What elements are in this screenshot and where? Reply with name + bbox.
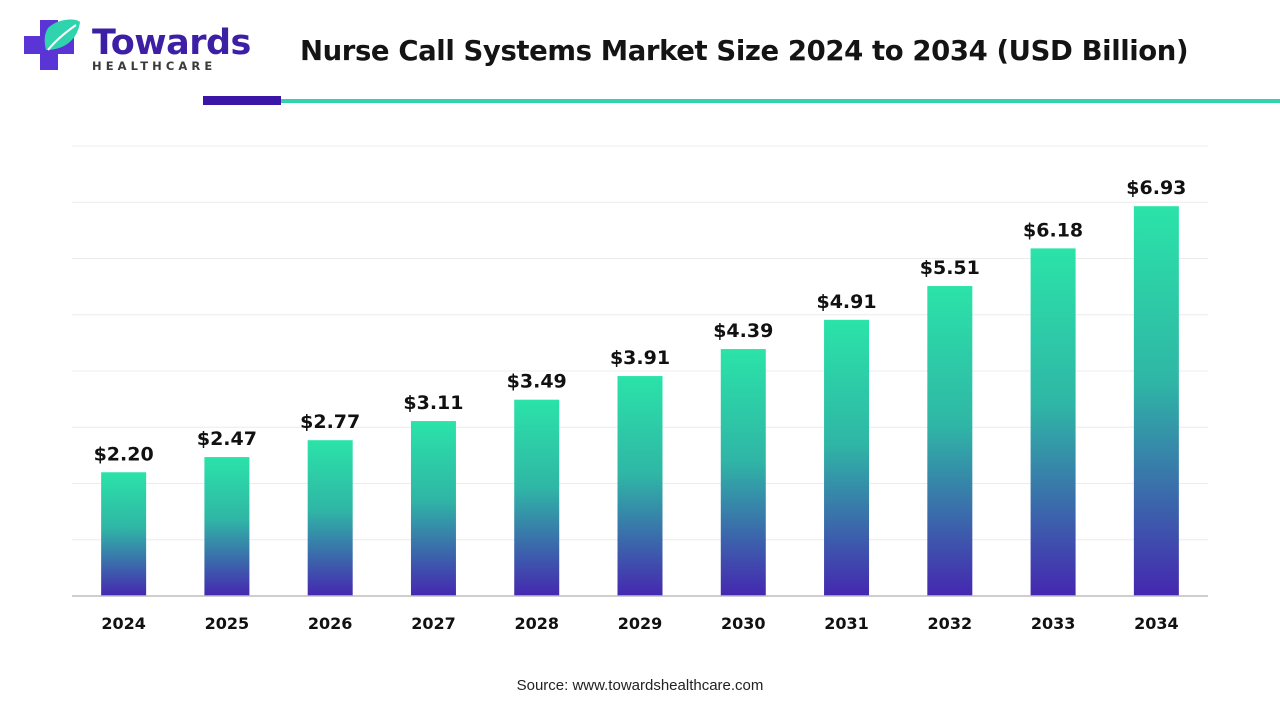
logo-subtitle: HEALTHCARE xyxy=(92,59,217,73)
data-label-2032: $5.51 xyxy=(920,257,980,279)
x-tick-2032: 2032 xyxy=(928,614,973,633)
data-labels: $2.20 $2.47 $2.77 $3.11 $3.49 $3.91 $4.39 $4.91… xyxy=(94,177,1187,465)
bar-2034 xyxy=(1133,206,1179,596)
data-label-2026: $2.77 xyxy=(300,411,360,433)
source-note: Source: www.towardshealthcare.com xyxy=(516,677,764,694)
x-tick-2033: 2033 xyxy=(1031,614,1076,633)
data-label-2024: $2.20 xyxy=(94,443,154,465)
data-label-2031: $4.91 xyxy=(816,291,876,313)
x-tick-2026: 2026 xyxy=(308,614,353,633)
data-label-2034: $6.93 xyxy=(1126,177,1186,199)
x-tick-2029: 2029 xyxy=(618,614,663,633)
bars xyxy=(101,206,1179,596)
logo: Towards HEALTHCARE xyxy=(18,16,251,80)
bar-2027 xyxy=(410,421,456,596)
data-label-2030: $4.39 xyxy=(713,320,773,342)
data-label-2033: $6.18 xyxy=(1023,219,1083,241)
logo-wordmark: Towards xyxy=(92,23,251,63)
bar-2025 xyxy=(204,457,250,596)
x-tick-2027: 2027 xyxy=(411,614,456,633)
x-tick-2034: 2034 xyxy=(1134,614,1179,633)
data-label-2028: $3.49 xyxy=(507,371,567,393)
chart-title: Nurse Call Systems Market Size 2024 to 2… xyxy=(300,35,1189,67)
x-tick-2028: 2028 xyxy=(514,614,559,633)
bar-2033 xyxy=(1030,248,1076,596)
bar-2030 xyxy=(720,349,766,596)
bar-2031 xyxy=(824,319,870,596)
bar-2032 xyxy=(927,286,973,596)
header-rule-accent xyxy=(203,96,281,105)
x-tick-2031: 2031 xyxy=(824,614,869,633)
x-tick-2025: 2025 xyxy=(205,614,250,633)
data-label-2025: $2.47 xyxy=(197,428,257,450)
bar-2028 xyxy=(514,399,560,596)
x-axis-ticks: 2024 2025 2026 2027 2028 2029 2030 2031 2032 2033… xyxy=(101,614,1178,633)
data-label-2027: $3.11 xyxy=(403,392,463,414)
medical-cross-leaf-icon xyxy=(24,19,80,70)
bar-2024 xyxy=(101,472,147,596)
x-tick-2024: 2024 xyxy=(101,614,146,633)
bar-2029 xyxy=(617,376,663,596)
x-tick-2030: 2030 xyxy=(721,614,766,633)
header-rule xyxy=(281,99,1280,103)
data-label-2029: $3.91 xyxy=(610,347,670,369)
bar-2026 xyxy=(307,440,353,596)
